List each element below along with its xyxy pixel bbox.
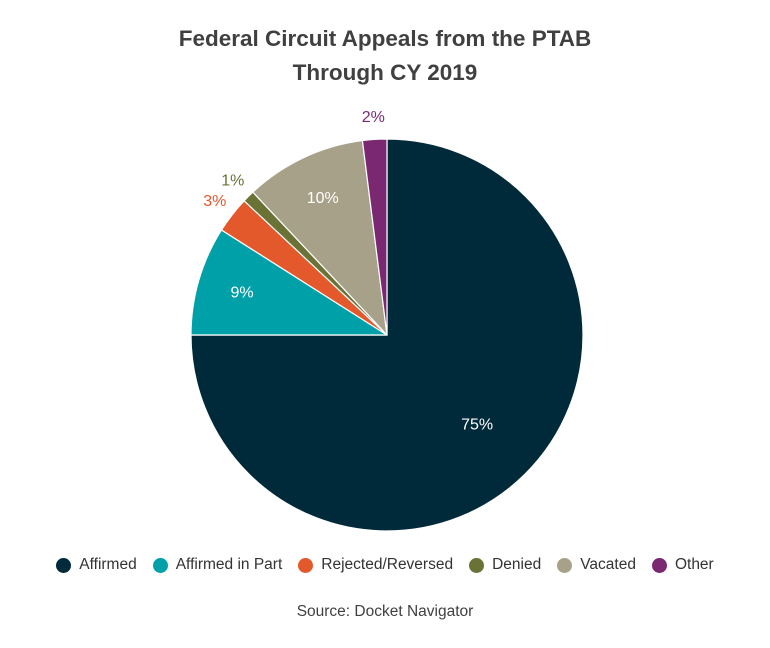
legend-swatch-affirmed xyxy=(56,557,72,573)
legend-label-other: Other xyxy=(674,556,714,573)
pie-slice-vacated[interactable] xyxy=(252,139,388,336)
data-label-other: 2% xyxy=(362,109,385,126)
legend-item-vacated[interactable]: Vacated xyxy=(557,556,636,574)
pie-chart: 75% 9% 3% 1% 10% 2% xyxy=(190,109,584,532)
pie-slice-other[interactable] xyxy=(361,138,388,336)
data-label-denied: 1% xyxy=(221,172,244,189)
legend-label-affirmed-in-part: Affirmed in Part xyxy=(175,556,283,573)
data-label-affirmed-in-part: 9% xyxy=(231,284,254,301)
legend-label-rejected-reversed: Rejected/Reversed xyxy=(321,556,454,573)
legend-swatch-denied xyxy=(469,557,485,573)
data-label-rejected-reversed: 3% xyxy=(203,193,226,210)
chart-title: Federal Circuit Appeals from the PTAB Th… xyxy=(0,22,770,90)
legend-swatch-affirmed-in-part xyxy=(152,557,168,573)
chart-legend: Affirmed Affirmed in Part Rejected/Rever… xyxy=(0,556,770,574)
legend-item-rejected-reversed[interactable]: Rejected/Reversed xyxy=(298,556,453,574)
chart-source: Source: Docket Navigator xyxy=(296,603,474,620)
legend-item-denied[interactable]: Denied xyxy=(469,556,541,574)
legend-item-affirmed[interactable]: Affirmed xyxy=(56,556,137,574)
legend-swatch-vacated xyxy=(557,557,573,573)
chart-title-line-1: Federal Circuit Appeals from the PTAB xyxy=(178,26,592,51)
legend-swatch-rejected-reversed xyxy=(298,557,314,573)
legend-item-other[interactable]: Other xyxy=(651,556,714,574)
data-label-vacated: 10% xyxy=(307,190,339,207)
legend-item-affirmed-in-part[interactable]: Affirmed in Part xyxy=(152,556,283,574)
chart-title-line-2: Through CY 2019 xyxy=(292,60,478,85)
legend-label-vacated: Vacated xyxy=(580,556,636,573)
legend-label-affirmed: Affirmed xyxy=(79,556,137,573)
pie-slice-affirmed-in-part[interactable] xyxy=(190,229,388,336)
legend-swatch-other xyxy=(651,557,667,573)
data-label-affirmed: 75% xyxy=(461,417,493,434)
legend-label-denied: Denied xyxy=(492,556,542,573)
pie-slice-affirmed[interactable] xyxy=(190,138,584,532)
